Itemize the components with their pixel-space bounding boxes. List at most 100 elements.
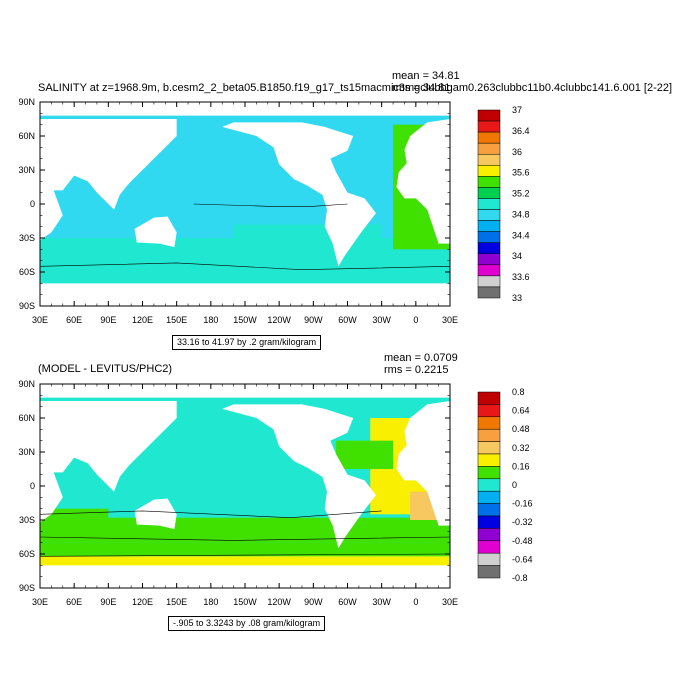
salinity-band: [40, 542, 450, 557]
colorbar-swatch: [477, 466, 501, 480]
lon-tick-label: 90E: [100, 597, 116, 607]
lon-tick-label: 150E: [166, 597, 187, 607]
colorbar-swatch: [477, 242, 501, 255]
colorbar-swatch: [477, 540, 501, 554]
lon-tick-label: 30E: [32, 315, 48, 325]
contour-line: [193, 203, 348, 207]
lon-tick-label: 180: [203, 315, 218, 325]
panel1-colorbar: 37 36.4 36 35.6 35.2 34.8 34.4 34 33.6 33: [477, 105, 530, 303]
lon-tick-label: 150W: [233, 315, 257, 325]
panel2-colorbar: 0.8 0.64 0.48 0.32 0.16 0 -0.16 -0.32 -0.48 -0.64…: [477, 387, 533, 583]
land-mask: [134, 216, 177, 248]
colorbar-label: 34: [512, 251, 522, 261]
lon-tick-label: 30W: [372, 315, 391, 325]
contour-line: [39, 536, 451, 541]
colorbar-swatch: [477, 275, 501, 288]
land-mask: [222, 122, 376, 267]
panel2-plot: 30E 60E 90E 120E 150E 180 150W 120W 90W 60W 30W 0 30…: [18, 379, 532, 607]
colorbar-label: 34.8: [512, 209, 530, 219]
lon-tick-label: 150W: [233, 597, 257, 607]
land-mask: [396, 119, 450, 244]
colorbar-swatch: [477, 176, 501, 188]
panel2-range-label: -.905 to 3.3243 by .08 gram/kilogram: [168, 616, 326, 631]
lat-tick-label: 30S: [19, 515, 35, 525]
colorbar-label: -0.8: [512, 573, 528, 583]
colorbar-label: 37: [512, 105, 522, 115]
lon-tick-label: 60W: [338, 597, 357, 607]
lat-tick-label: 0: [30, 481, 35, 491]
panel1-plot: 30E 60E 90E 120E 150E 180 150W 120W 90W 60W 30W 0 30…: [18, 97, 529, 325]
colorbar-swatch: [477, 153, 501, 166]
lon-tick-label: 90W: [304, 315, 323, 325]
colorbar-swatch: [477, 478, 501, 492]
lat-tick-label: 60S: [19, 549, 35, 559]
panel2-title: (MODEL - LEVITUS/PHC2): [38, 363, 173, 375]
colorbar-swatch: [477, 231, 501, 243]
lon-tick-label: 120W: [267, 597, 291, 607]
colorbar-label: 33: [512, 293, 522, 303]
land-mask: [134, 498, 177, 530]
land-mask: [396, 401, 450, 526]
lat-tick-label: 30N: [18, 165, 35, 175]
panel2-rms: rms = 0.2215: [384, 364, 449, 376]
lon-tick-label: 90W: [304, 597, 323, 607]
salinity-band: [40, 258, 450, 284]
colorbar-swatch: [477, 404, 501, 418]
colorbar-label: 0.64: [512, 406, 530, 416]
colorbar-swatch: [477, 453, 501, 467]
panel1-rms: rms = 34.81: [392, 82, 451, 94]
lon-tick-label: 90E: [100, 315, 116, 325]
colorbar-label: -0.64: [512, 554, 533, 564]
lat-tick-label: 60N: [18, 131, 35, 141]
lon-tick-label: 150E: [166, 315, 187, 325]
colorbar-swatch: [477, 391, 501, 405]
colorbar-swatch: [477, 503, 501, 517]
colorbar-label: -0.16: [512, 499, 533, 509]
land-mask: [40, 401, 177, 523]
lat-tick-label: 90N: [18, 97, 35, 107]
colorbar-label: 36.4: [512, 126, 530, 136]
colorbar-label: -0.48: [512, 536, 533, 546]
lon-tick-label: 30E: [442, 315, 458, 325]
lon-tick-label: 30E: [442, 597, 458, 607]
contour-line: [39, 510, 382, 519]
colorbar-swatch: [477, 490, 501, 504]
colorbar-label: 0: [512, 480, 517, 490]
colorbar-swatch: [477, 209, 501, 221]
contour-line: [39, 262, 451, 271]
colorbar-swatch: [477, 187, 501, 199]
colorbar-label: 0.8: [512, 387, 525, 397]
salinity-band: [40, 508, 109, 520]
lon-tick-label: 30E: [32, 597, 48, 607]
colorbar-swatch: [477, 220, 501, 232]
colorbar-swatch: [477, 264, 501, 277]
lat-tick-label: 90N: [18, 379, 35, 389]
colorbar-label: 33.6: [512, 272, 530, 282]
panel2-mean: mean = 0.0709: [384, 352, 458, 364]
colorbar-swatch: [477, 428, 501, 442]
lat-tick-label: 90S: [19, 583, 35, 593]
panel1-mean: mean = 34.81: [392, 70, 460, 82]
lon-tick-label: 180: [203, 597, 218, 607]
lon-tick-label: 60W: [338, 315, 357, 325]
land-mask: [222, 404, 376, 549]
salinity-band: [336, 440, 394, 469]
contour-line: [39, 553, 451, 557]
colorbar-swatch: [477, 565, 501, 579]
colorbar-swatch: [477, 286, 501, 299]
colorbar-label: 35.6: [512, 168, 530, 178]
lon-tick-label: 120E: [132, 315, 153, 325]
colorbar-label: 34.4: [512, 230, 530, 240]
lon-tick-label: 60E: [66, 597, 82, 607]
panel1-title: SALINITY at z=1968.9m, b.cesm2_2_beta05.…: [38, 82, 673, 94]
colorbar-swatch: [477, 198, 501, 210]
colorbar-label: 0.16: [512, 461, 530, 471]
colorbar-swatch: [477, 416, 501, 430]
lat-tick-label: 30N: [18, 447, 35, 457]
lon-tick-label: 30W: [372, 597, 391, 607]
colorbar-swatch: [477, 515, 501, 529]
colorbar-swatch: [477, 253, 501, 266]
salinity-band: [40, 517, 450, 543]
land-mask: [40, 119, 177, 241]
